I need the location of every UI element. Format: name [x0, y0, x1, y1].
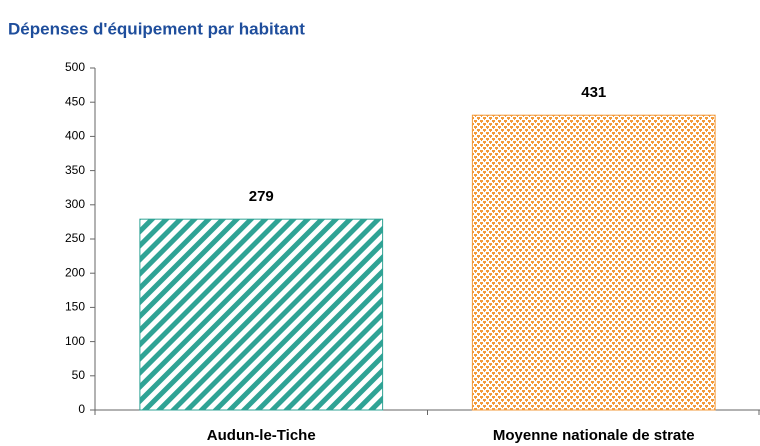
- value-label: 279: [249, 188, 274, 205]
- y-tick-label: 300: [65, 197, 85, 211]
- y-tick-label: 350: [65, 163, 85, 177]
- x-tick-label: Audun-le-Tiche: [207, 427, 316, 444]
- y-tick-label: 150: [65, 300, 85, 314]
- chart-title: Dépenses d'équipement par habitant: [8, 19, 305, 38]
- y-tick-label: 450: [65, 94, 85, 108]
- y-tick-label: 100: [65, 334, 85, 348]
- y-tick-label: 500: [65, 60, 85, 74]
- y-tick-label: 50: [72, 368, 86, 382]
- x-tick-label: Moyenne nationale de strate: [493, 427, 695, 444]
- bar: [139, 218, 384, 411]
- value-label: 431: [581, 84, 606, 101]
- y-tick-label: 400: [65, 129, 85, 143]
- y-tick-label: 0: [78, 402, 85, 416]
- bar: [471, 114, 716, 411]
- y-tick-label: 250: [65, 231, 85, 245]
- y-tick-label: 200: [65, 265, 85, 279]
